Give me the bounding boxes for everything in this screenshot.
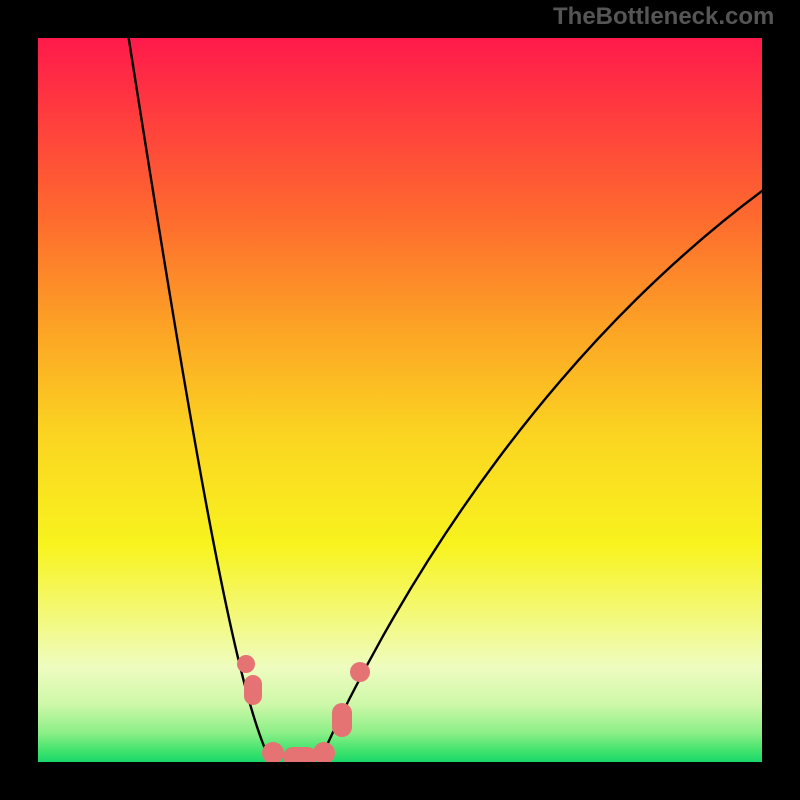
curve-layer [0, 0, 800, 800]
data-marker-3 [283, 747, 317, 767]
data-marker-4 [313, 742, 335, 764]
right-curve [320, 164, 800, 760]
chart-stage: TheBottleneck.com [0, 0, 800, 800]
data-marker-5 [332, 703, 352, 737]
data-marker-2 [262, 742, 284, 764]
left-curve [118, 0, 270, 760]
data-marker-0 [237, 655, 255, 673]
data-marker-6 [350, 662, 370, 682]
data-marker-1 [244, 675, 262, 705]
